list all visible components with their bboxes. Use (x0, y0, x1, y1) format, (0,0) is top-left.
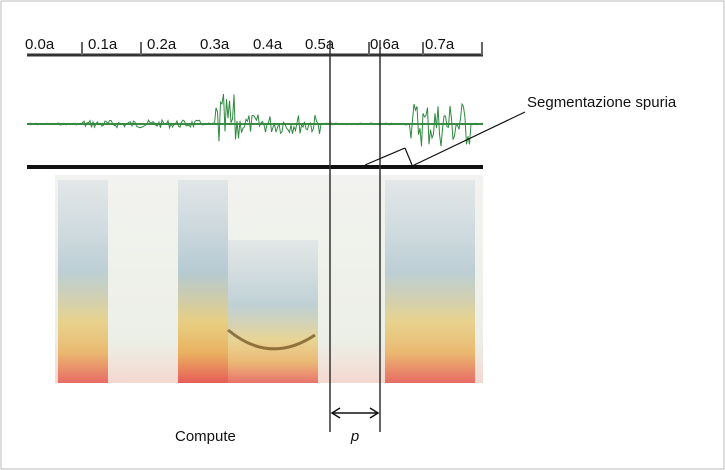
annotation: Segmentazione spuria (527, 94, 677, 111)
spectrogram-segment (228, 240, 318, 383)
axis-label: 0.7a (425, 36, 455, 53)
axis-label: 0.3a (200, 36, 230, 53)
waveform (26, 94, 484, 147)
spectrogram (55, 175, 483, 383)
caption: Compute (175, 428, 236, 445)
axis-label: 0.0a (25, 36, 55, 53)
spectrogram-segment (178, 180, 228, 383)
callout (364, 111, 526, 168)
spectrogram-segment (385, 180, 475, 383)
axis-label: 0.6a (370, 36, 400, 53)
axis-label: 0.1a (88, 36, 118, 53)
axis-label: 0.4a (253, 36, 283, 53)
axis-label: 0.5a (305, 36, 335, 53)
formant-trace (227, 328, 316, 351)
axis-label: 0.2a (147, 36, 177, 53)
interval-label: p (350, 428, 359, 445)
time-axis: 0.0a 0.1a 0.2a 0.3a 0.4a 0.5a 0.6a 0.7a (25, 36, 483, 57)
spectrogram-segment (58, 180, 108, 383)
interval-arrow (330, 407, 380, 419)
